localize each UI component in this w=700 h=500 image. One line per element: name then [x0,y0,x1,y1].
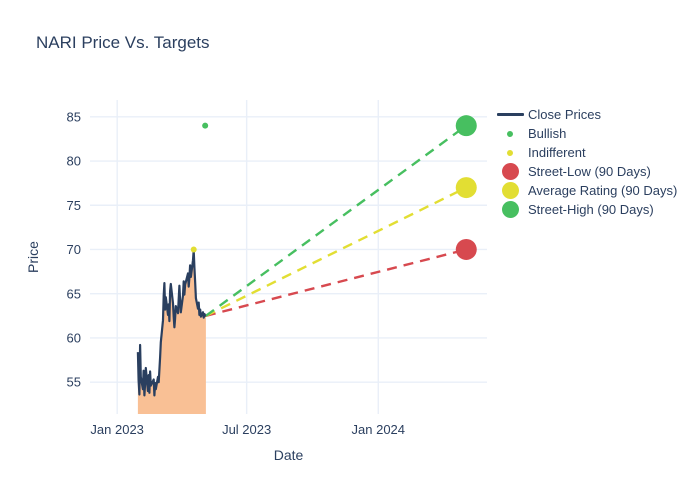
y-tick-label: 70 [67,242,81,257]
target-line-street-high-90-days [205,124,467,317]
dot-marker-icon [492,149,528,156]
legend-item-street-low-90-days[interactable]: Street-Low (90 Days) [492,162,677,181]
rating-dot-bullish [202,122,209,129]
legend-item-indifferent[interactable]: Indifferent [492,143,677,162]
y-tick-label: 85 [67,109,81,124]
dot-marker-icon [492,130,528,137]
close-prices-fill [137,250,206,414]
target-line-average-rating-90-days [205,186,467,317]
rating-dot-indifferent [190,246,197,253]
legend-label: Indifferent [528,145,586,160]
legend-symbol [507,130,513,137]
legend: Close Prices Bullish Indifferent Street-Low… [492,105,677,219]
y-tick-label: 80 [67,154,81,169]
legend-item-close-prices[interactable]: Close Prices [492,105,677,124]
legend-symbol [501,201,519,218]
line-sample-icon [492,113,528,116]
legend-symbol [496,113,524,116]
legend-item-bullish[interactable]: Bullish [492,124,677,143]
legend-symbol [501,182,519,199]
legend-label: Close Prices [528,107,601,122]
legend-symbol [501,163,519,180]
legend-label: Street-Low (90 Days) [528,164,651,179]
y-axis-title: Price [25,241,41,273]
x-tick-label: Jan 2024 [352,422,406,437]
circle-marker-icon [492,201,528,218]
y-tick-label: 75 [67,198,81,213]
target-marker-street-low-90-days [455,238,477,260]
circle-marker-icon [492,182,528,199]
y-tick-label: 65 [67,286,81,301]
legend-symbol [507,149,513,156]
x-axis-title: Date [274,447,304,463]
y-tick-label: 55 [67,375,81,390]
x-tick-label: Jul 2023 [222,422,271,437]
circle-marker-icon [492,163,528,180]
legend-item-street-high-90-days[interactable]: Street-High (90 Days) [492,200,677,219]
target-line-street-low-90-days [205,248,467,317]
legend-item-average-rating-90-days[interactable]: Average Rating (90 Days) [492,181,677,200]
legend-label: Bullish [528,126,567,141]
legend-label: Street-High (90 Days) [528,202,654,217]
target-marker-street-high-90-days [455,115,477,137]
legend-label: Average Rating (90 Days) [528,183,678,198]
chart-title: NARI Price Vs. Targets [36,33,210,52]
y-tick-label: 60 [67,330,81,345]
target-marker-average-rating-90-days [455,177,477,199]
close-prices-line [136,249,207,397]
x-tick-label: Jan 2023 [90,422,144,437]
